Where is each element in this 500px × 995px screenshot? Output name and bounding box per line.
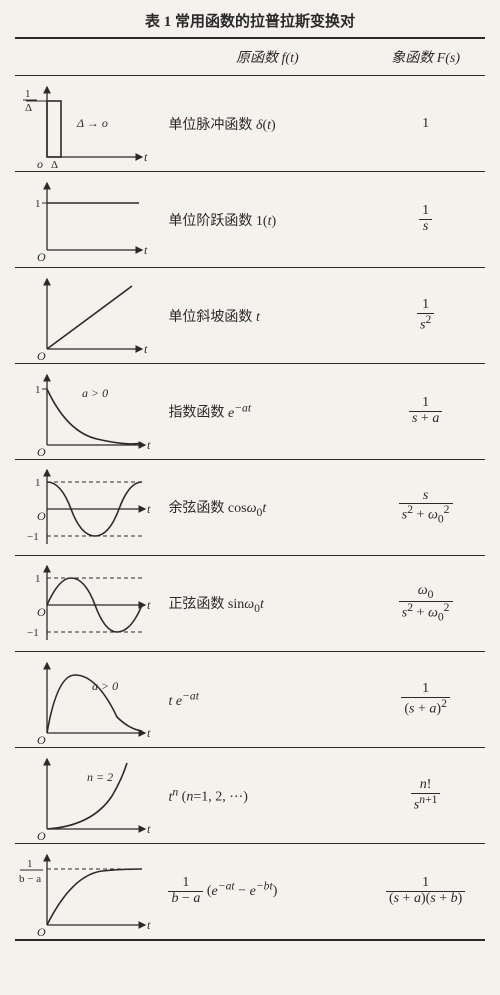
graph-svg: O t n = 2 bbox=[17, 751, 157, 841]
svg-text:1: 1 bbox=[35, 384, 41, 396]
graph-svg: O t a > 0 bbox=[17, 655, 157, 745]
svg-text:Δ → o: Δ → o bbox=[76, 116, 108, 130]
svg-text:−1: −1 bbox=[27, 531, 39, 543]
table-row: O t 1 −1 余弦函数 cosω0t ss2 + ω02 bbox=[15, 459, 485, 555]
graph-cell: O t a > 0 bbox=[15, 655, 158, 745]
svg-text:b − a: b − a bbox=[19, 873, 41, 885]
graph-cell: O t 1 −1 bbox=[15, 560, 158, 648]
transform-result: 1s bbox=[366, 204, 485, 234]
svg-text:t: t bbox=[147, 502, 151, 516]
function-name: 指数函数 e−at bbox=[158, 401, 366, 422]
function-name: 余弦函数 cosω0t bbox=[158, 497, 366, 519]
table-row: O t 1 单位阶跃函数 1(t) 1s bbox=[15, 171, 485, 267]
function-name: 正弦函数 sinω0t bbox=[158, 593, 366, 615]
graph-cell: O t 1 b − a bbox=[15, 847, 158, 937]
table-row: O t 1 −1 正弦函数 sinω0t ω0s2 + ω02 bbox=[15, 555, 485, 651]
table-title: 表 1 常用函数的拉普拉斯变换对 bbox=[15, 10, 485, 31]
graph-svg: o t 1 Δ Δ Δ → o bbox=[17, 79, 157, 169]
svg-text:O: O bbox=[37, 509, 46, 523]
svg-text:t: t bbox=[144, 150, 148, 164]
graph-cell: O t 1 a > 0 bbox=[15, 367, 158, 457]
svg-text:1: 1 bbox=[35, 573, 41, 585]
graph-cell: o t 1 Δ Δ Δ → o bbox=[15, 79, 158, 169]
svg-text:O: O bbox=[37, 250, 46, 264]
svg-text:t: t bbox=[144, 243, 148, 257]
svg-text:t: t bbox=[147, 918, 151, 932]
table-row: O t n = 2 tn (n=1, 2, ⋯) n!sn+1 bbox=[15, 747, 485, 843]
graph-cell: O t n = 2 bbox=[15, 751, 158, 841]
table-row: o t 1 Δ Δ Δ → o 单位脉冲函数 δ(t) 1 bbox=[15, 76, 485, 171]
header-transform: 象函数 F(s) bbox=[366, 47, 485, 67]
svg-text:O: O bbox=[37, 349, 46, 361]
graph-svg: O t 1 −1 bbox=[17, 560, 157, 648]
transform-result: ω0s2 + ω02 bbox=[366, 584, 485, 624]
svg-text:O: O bbox=[37, 829, 46, 841]
table-row: O t a > 0 t e−at 1(s + a)2 bbox=[15, 651, 485, 747]
svg-text:Δ: Δ bbox=[51, 159, 58, 169]
graph-svg: O t 1 b − a bbox=[17, 847, 157, 937]
svg-text:t: t bbox=[144, 342, 148, 356]
function-name: tn (n=1, 2, ⋯) bbox=[158, 785, 366, 806]
svg-text:Δ: Δ bbox=[25, 102, 32, 114]
laplace-table: 原函数 f(t) 象函数 F(s) o t 1 Δ Δ Δ → o 单位脉冲函数… bbox=[15, 37, 485, 941]
svg-text:1: 1 bbox=[35, 477, 41, 489]
table-row: O t 1 a > 0 指数函数 e−at 1s + a bbox=[15, 363, 485, 459]
graph-cell: O t bbox=[15, 271, 158, 361]
function-name: 1b − a (e−at − e−bt) bbox=[158, 876, 366, 906]
graph-svg: O t 1 bbox=[17, 175, 157, 265]
svg-text:1: 1 bbox=[27, 858, 33, 870]
svg-text:1: 1 bbox=[25, 88, 31, 100]
function-name: 单位斜坡函数 t bbox=[158, 306, 366, 326]
table-row: O t 单位斜坡函数 t 1s2 bbox=[15, 267, 485, 363]
svg-text:t: t bbox=[147, 822, 151, 836]
function-name: t e−at bbox=[158, 689, 366, 710]
svg-text:t: t bbox=[147, 438, 151, 452]
graph-cell: O t 1 −1 bbox=[15, 464, 158, 552]
svg-text:a > 0: a > 0 bbox=[92, 679, 118, 693]
table-row: O t 1 b − a 1b − a (e−at − e−bt) 1(s + a… bbox=[15, 843, 485, 939]
transform-result: ss2 + ω02 bbox=[366, 489, 485, 526]
svg-text:O: O bbox=[37, 445, 46, 457]
transform-result: 1s2 bbox=[366, 298, 485, 333]
transform-result: 1(s + a)(s + b) bbox=[366, 876, 485, 906]
transform-result: n!sn+1 bbox=[366, 778, 485, 813]
transform-result: 1 bbox=[366, 116, 485, 132]
header-original: 原函数 f(t) bbox=[158, 47, 366, 67]
svg-text:O: O bbox=[37, 925, 46, 937]
table-header: 原函数 f(t) 象函数 F(s) bbox=[15, 39, 485, 76]
transform-result: 1s + a bbox=[366, 396, 485, 426]
function-name: 单位脉冲函数 δ(t) bbox=[158, 114, 366, 134]
svg-text:−1: −1 bbox=[27, 627, 39, 639]
graph-svg: O t 1 a > 0 bbox=[17, 367, 157, 457]
graph-cell: O t 1 bbox=[15, 175, 158, 265]
svg-text:o: o bbox=[37, 157, 43, 169]
function-name: 单位阶跃函数 1(t) bbox=[158, 210, 366, 230]
transform-result: 1(s + a)2 bbox=[366, 682, 485, 717]
svg-text:O: O bbox=[37, 733, 46, 745]
svg-text:t: t bbox=[147, 598, 151, 612]
graph-svg: O t 1 −1 bbox=[17, 464, 157, 552]
svg-text:1: 1 bbox=[35, 198, 41, 210]
graph-svg: O t bbox=[17, 271, 157, 361]
svg-text:n = 2: n = 2 bbox=[87, 770, 113, 784]
svg-text:t: t bbox=[147, 726, 151, 740]
svg-text:a > 0: a > 0 bbox=[82, 386, 108, 400]
svg-text:O: O bbox=[37, 605, 46, 619]
